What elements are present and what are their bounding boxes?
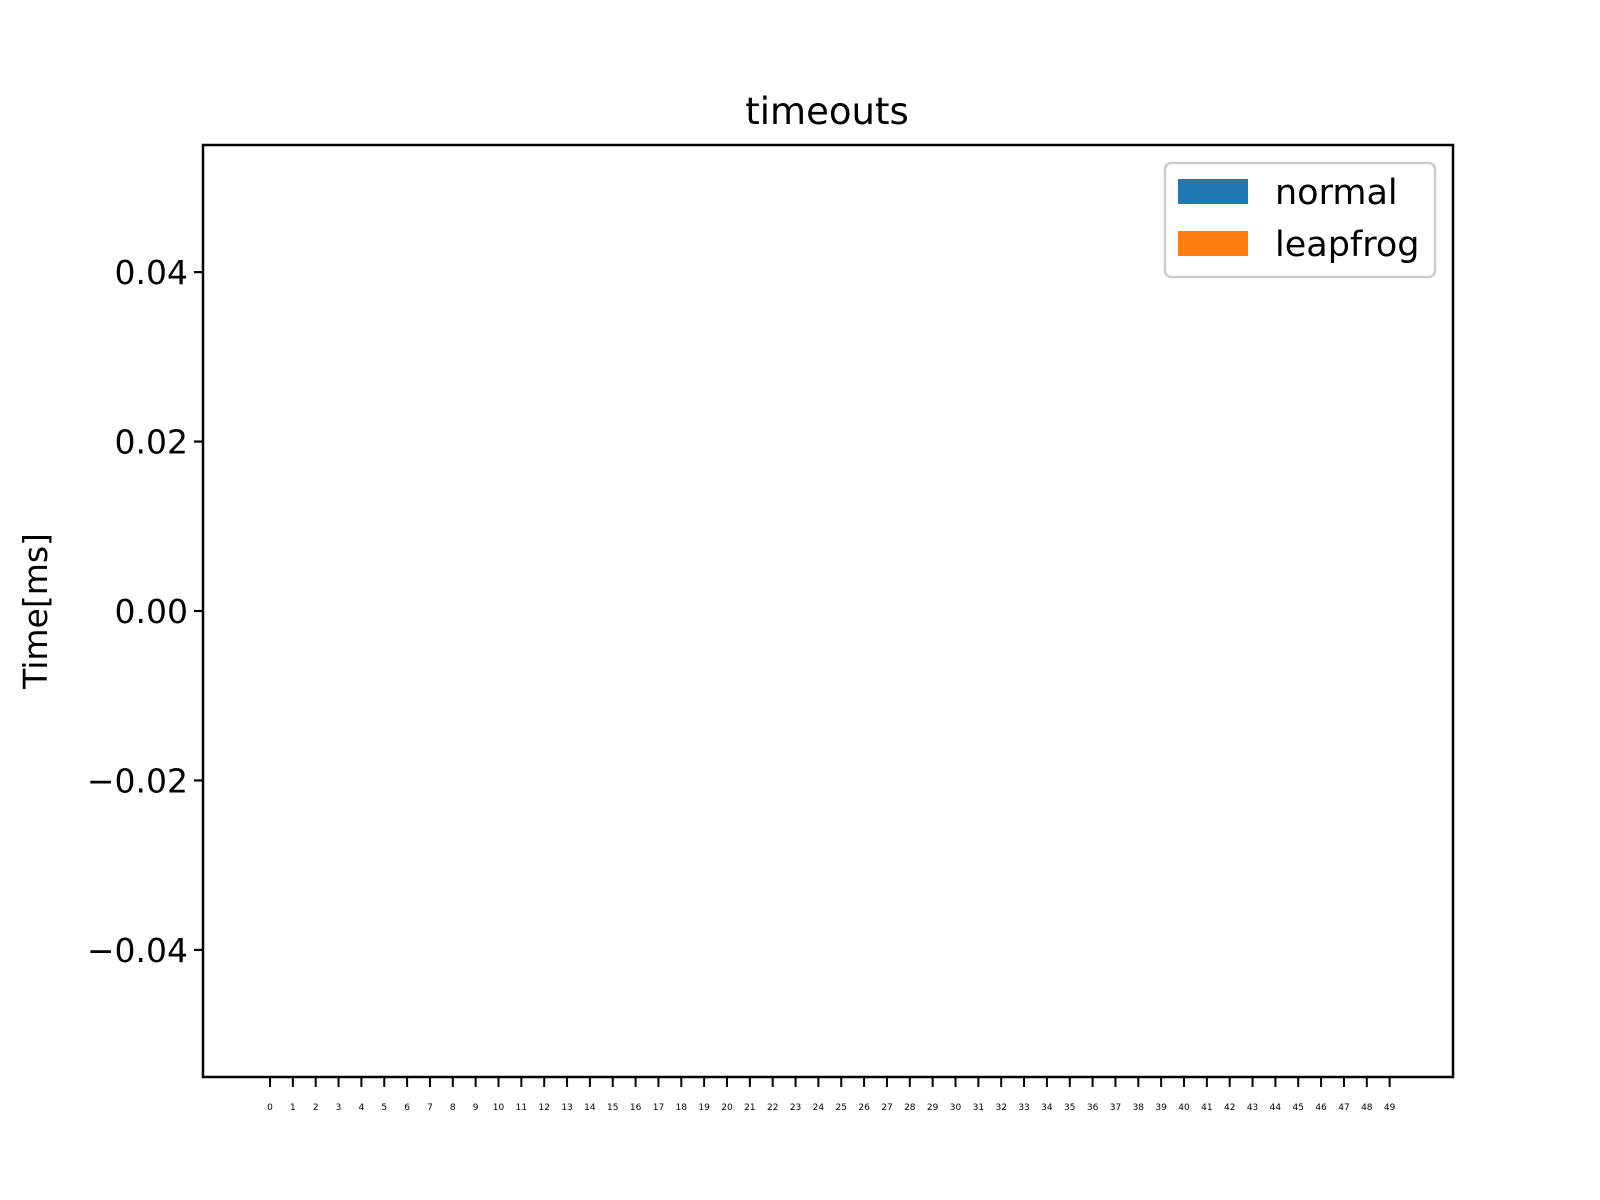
legend: normal leapfrog bbox=[1163, 161, 1437, 279]
x-tick-label: 36 bbox=[1087, 1103, 1099, 1113]
plot-frame bbox=[201, 143, 1455, 1079]
x-tick-label: 15 bbox=[607, 1103, 618, 1113]
x-tick-label: 10 bbox=[493, 1103, 505, 1113]
x-axis: 0 1 2 3 4 5 6 7 8 9 10 11 12 13 14 15 16 17 18 19 20 21 22 23 24… bbox=[267, 1077, 1396, 1113]
x-tick-label: 39 bbox=[1155, 1103, 1167, 1113]
x-tick-label: 13 bbox=[561, 1103, 572, 1113]
x-tick-label: 3 bbox=[336, 1103, 342, 1113]
x-tick-label: 43 bbox=[1247, 1103, 1258, 1113]
x-tick-label: 26 bbox=[858, 1103, 870, 1113]
y-tick-label: 0.02 bbox=[115, 423, 188, 462]
x-tick-label: 12 bbox=[538, 1103, 549, 1113]
x-tick-label: 41 bbox=[1201, 1103, 1212, 1113]
x-tick-label: 28 bbox=[904, 1103, 916, 1113]
x-tick-label: 38 bbox=[1133, 1103, 1145, 1113]
x-tick-label: 35 bbox=[1064, 1103, 1075, 1113]
chart-title: timeouts bbox=[745, 90, 908, 133]
y-tick-label: 0.00 bbox=[115, 592, 188, 631]
x-tick-label: 1 bbox=[290, 1103, 296, 1113]
x-tick-label: 5 bbox=[381, 1103, 387, 1113]
legend-label-leapfrog: leapfrog bbox=[1275, 225, 1420, 265]
x-tick-label: 19 bbox=[698, 1103, 710, 1113]
x-tick-label: 30 bbox=[950, 1103, 962, 1113]
x-tick-label: 20 bbox=[721, 1103, 733, 1113]
x-tick-label: 7 bbox=[427, 1103, 433, 1113]
x-tick-label: 0 bbox=[267, 1103, 273, 1113]
x-tick-label: 25 bbox=[836, 1103, 847, 1113]
x-tick-label: 4 bbox=[359, 1103, 365, 1113]
x-tick-label: 32 bbox=[995, 1103, 1006, 1113]
x-tick-label: 16 bbox=[630, 1103, 642, 1113]
x-tick-label: 14 bbox=[584, 1103, 596, 1113]
x-tick-label: 33 bbox=[1018, 1103, 1029, 1113]
x-tick-label: 37 bbox=[1110, 1103, 1121, 1113]
x-tick-label: 44 bbox=[1270, 1103, 1282, 1113]
x-tick-label: 48 bbox=[1361, 1103, 1373, 1113]
x-tick-label: 45 bbox=[1293, 1103, 1304, 1113]
legend-swatch-leapfrog bbox=[1178, 231, 1248, 256]
x-tick-label: 11 bbox=[516, 1103, 527, 1113]
y-tick-label: −0.04 bbox=[87, 931, 188, 970]
x-tick-label: 22 bbox=[767, 1103, 778, 1113]
y-tick-label: −0.02 bbox=[87, 761, 188, 800]
x-tick-label: 23 bbox=[790, 1103, 801, 1113]
x-tick-label: 9 bbox=[473, 1103, 479, 1113]
x-tick-label: 34 bbox=[1041, 1103, 1053, 1113]
x-tick-label: 21 bbox=[744, 1103, 755, 1113]
x-tick-label: 8 bbox=[450, 1103, 456, 1113]
x-tick-label: 24 bbox=[813, 1103, 825, 1113]
x-tick-label: 42 bbox=[1224, 1103, 1235, 1113]
y-tick-label: 0.04 bbox=[115, 253, 188, 292]
x-tick-label: 27 bbox=[881, 1103, 892, 1113]
x-tick-label: 2 bbox=[313, 1103, 319, 1113]
y-axis: −0.04 −0.02 0.00 0.02 0.04 bbox=[87, 253, 203, 970]
y-axis-label: Time[ms] bbox=[16, 533, 55, 690]
x-tick-label: 49 bbox=[1384, 1103, 1396, 1113]
legend-swatch-normal bbox=[1178, 179, 1248, 204]
x-tick-label: 31 bbox=[973, 1103, 984, 1113]
x-tick-label: 6 bbox=[404, 1103, 410, 1113]
x-tick-label: 46 bbox=[1315, 1103, 1327, 1113]
x-tick-label: 29 bbox=[927, 1103, 939, 1113]
legend-label-normal: normal bbox=[1275, 173, 1398, 213]
x-tick-label: 47 bbox=[1338, 1103, 1349, 1113]
x-tick-label: 40 bbox=[1178, 1103, 1190, 1113]
x-tick-label: 17 bbox=[653, 1103, 664, 1113]
x-tick-label: 18 bbox=[676, 1103, 688, 1113]
